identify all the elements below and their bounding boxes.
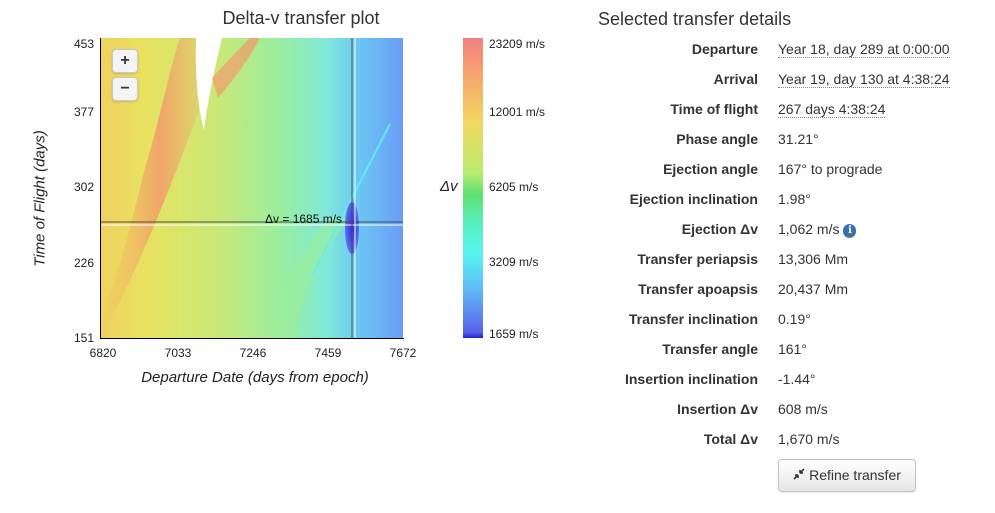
porkchop-heatmap[interactable]	[100, 38, 403, 338]
refine-transfer-button[interactable]: Refine transfer	[778, 459, 916, 492]
zoom-out-button[interactable]: −	[112, 77, 138, 101]
detail-row-ejection-dv: Ejection Δv 1,062 m/s i	[560, 219, 990, 249]
insertion-dv-value: 608 m/s	[778, 401, 828, 417]
detail-row-arrival: Arrival Year 19, day 130 at 4:38:24	[560, 69, 990, 99]
detail-label: Total Δv	[703, 431, 758, 447]
transfer-apoapsis-value: 20,437 Mm	[778, 281, 849, 297]
detail-label: Transfer apoapsis	[638, 281, 758, 297]
porkchop-plot[interactable]	[100, 38, 403, 338]
dv-color-scale	[463, 38, 483, 338]
transfer-angle-value: 161°	[778, 341, 807, 357]
color-scale-label: 1659 m/s	[489, 327, 539, 341]
y-axis-title: Time of Flight (days)	[31, 130, 49, 267]
insertion-inclination-value: -1.44°	[778, 371, 816, 387]
x-axis-line	[100, 338, 404, 339]
y-tick-label: 226	[73, 256, 94, 270]
refine-transfer-label: Refine transfer	[809, 467, 901, 483]
x-tick-label: 7246	[239, 346, 267, 360]
detail-label: Arrival	[713, 71, 758, 87]
color-scale-label: 23209 m/s	[489, 37, 546, 51]
details-title: Selected transfer details	[598, 9, 792, 29]
transfer-periapsis-value: 13,306 Mm	[778, 251, 849, 267]
detail-label: Time of flight	[670, 101, 758, 117]
plot-title: Delta-v transfer plot	[222, 8, 380, 28]
detail-row-phase-angle: Phase angle 31.21°	[560, 129, 990, 159]
detail-label: Ejection Δv	[681, 221, 758, 237]
detail-row-transfer-apoapsis: Transfer apoapsis 20,437 Mm	[560, 279, 990, 309]
y-tick-label: 453	[73, 37, 94, 51]
detail-row-insertion-inclination: Insertion inclination -1.44°	[560, 369, 990, 399]
detail-row-transfer-angle: Transfer angle 161°	[560, 339, 990, 369]
zoom-in-button[interactable]: +	[112, 49, 138, 73]
undefined-region	[195, 38, 222, 130]
detail-row-time-of-flight: Time of flight 267 days 4:38:24	[560, 99, 990, 129]
x-tick-label: 7459	[314, 346, 342, 360]
detail-label: Ejection inclination	[629, 191, 758, 207]
high-dv-lobe	[212, 38, 260, 98]
color-scale-title: Δv	[440, 178, 458, 195]
detail-label: Phase angle	[676, 131, 758, 147]
total-dv-value: 1,670 m/s	[778, 431, 840, 447]
detail-row-transfer-periapsis: Transfer periapsis 13,306 Mm	[560, 249, 990, 279]
ejection-angle-value: 167° to prograde	[778, 161, 883, 177]
detail-label: Insertion Δv	[677, 401, 758, 417]
color-scale-label: 3209 m/s	[489, 255, 539, 269]
y-tick-label: 151	[73, 331, 94, 345]
detail-label: Transfer periapsis	[637, 251, 758, 267]
compress-arrows-icon	[793, 460, 805, 491]
phase-angle-value: 31.21°	[778, 131, 819, 147]
detail-row-transfer-inclination: Transfer inclination 0.19°	[560, 309, 990, 339]
detail-row-ejection-angle: Ejection angle 167° to prograde	[560, 159, 990, 189]
detail-label: Ejection angle	[663, 161, 758, 177]
detail-row-departure: Departure Year 18, day 289 at 0:00:00	[560, 39, 990, 69]
detail-row-insertion-dv: Insertion Δv 608 m/s	[560, 399, 990, 429]
x-tick-label: 6820	[89, 346, 117, 360]
x-tick-label: 7672	[389, 346, 417, 360]
departure-value[interactable]: Year 18, day 289 at 0:00:00	[778, 41, 950, 58]
detail-label: Insertion inclination	[624, 371, 758, 387]
y-axis-line	[100, 38, 101, 339]
detail-label: Transfer inclination	[628, 311, 758, 327]
y-tick-label: 377	[73, 105, 94, 119]
x-axis-title: Departure Date (days from epoch)	[141, 369, 369, 386]
x-tick-label: 7033	[164, 346, 192, 360]
detail-row-ejection-inclination: Ejection inclination 1.98°	[560, 189, 990, 219]
time-of-flight-value[interactable]: 267 days 4:38:24	[778, 101, 886, 118]
low-dv-valley	[311, 123, 391, 277]
green-band	[270, 218, 350, 338]
detail-label: Departure	[691, 41, 758, 57]
transfer-inclination-value: 0.19°	[778, 311, 811, 327]
detail-row-total-dv: Total Δv 1,670 m/s	[560, 429, 990, 459]
detail-label: Transfer angle	[662, 341, 758, 357]
arrival-value[interactable]: Year 19, day 130 at 4:38:24	[778, 71, 950, 88]
info-icon[interactable]: i	[843, 224, 857, 238]
ejection-dv-value: 1,062 m/s	[778, 221, 840, 237]
ejection-inclination-value: 1.98°	[778, 191, 811, 207]
color-scale-label: 12001 m/s	[489, 105, 546, 119]
ejection-dv-container: 1,062 m/s i	[778, 221, 857, 238]
crosshair-dv-label: Δv = 1685 m/s	[265, 212, 343, 226]
color-scale-label: 6205 m/s	[489, 180, 539, 194]
high-dv-band	[100, 38, 220, 338]
y-tick-label: 302	[73, 180, 94, 194]
